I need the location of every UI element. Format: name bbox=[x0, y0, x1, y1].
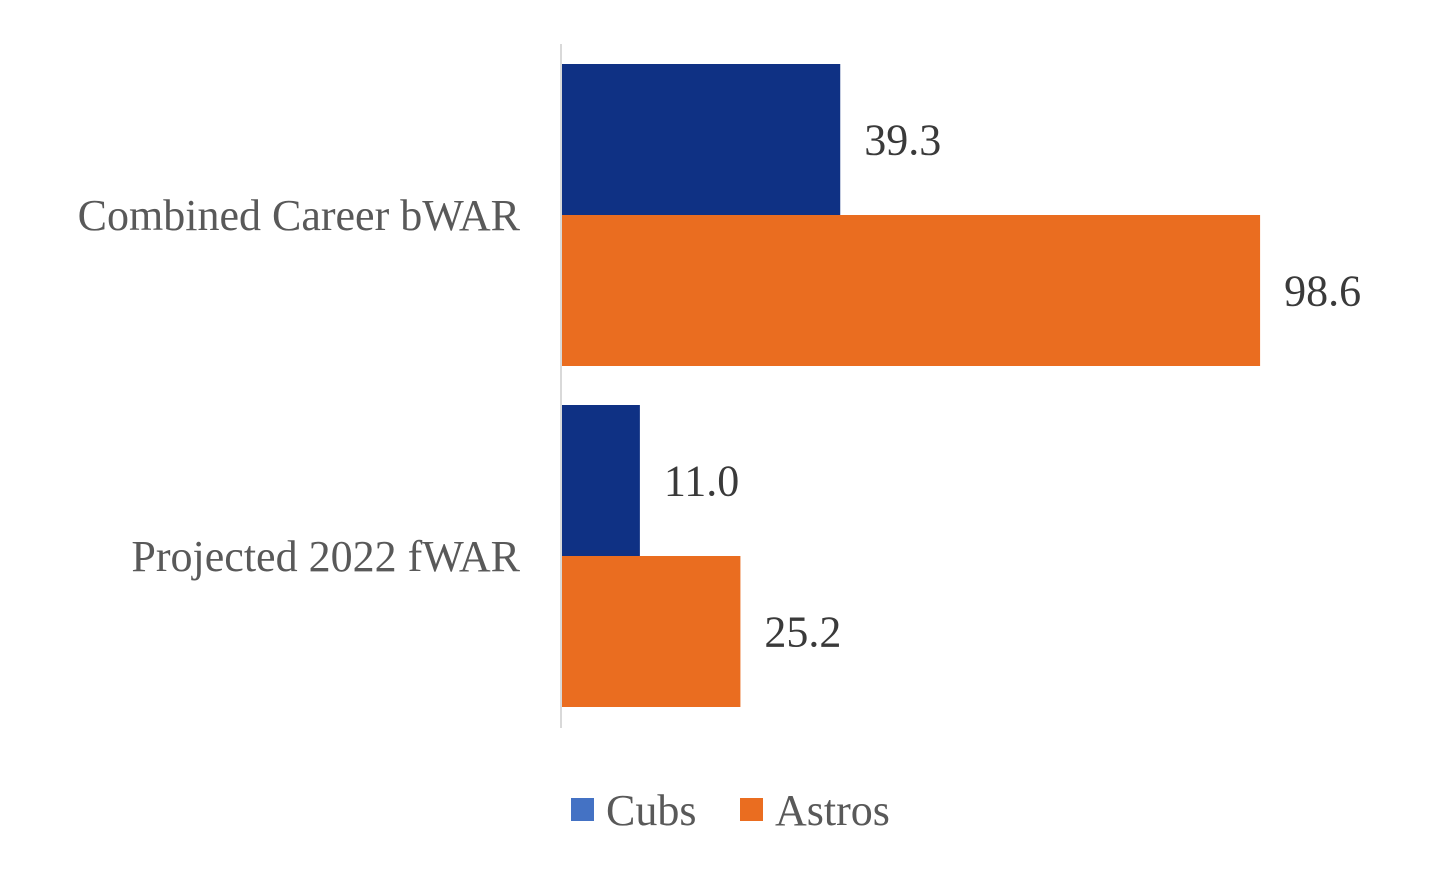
legend: Cubs Astros bbox=[571, 786, 890, 835]
labels-group: Combined Career bWAR 39.3 98.6 Projected 20… bbox=[78, 116, 1361, 657]
bar-astros-combined-career-bwar bbox=[562, 215, 1261, 366]
category-label-projected-2022-fwar: Projected 2022 fWAR bbox=[131, 532, 520, 581]
legend-label-astros: Astros bbox=[775, 786, 890, 835]
legend-swatch-cubs bbox=[571, 798, 594, 821]
bar-astros-projected-2022-fwar bbox=[562, 556, 741, 707]
data-label-cubs-combined-career-bwar: 39.3 bbox=[864, 116, 941, 165]
bar-cubs-projected-2022-fwar bbox=[562, 405, 640, 556]
data-label-cubs-projected-2022-fwar: 11.0 bbox=[664, 457, 739, 506]
data-label-astros-combined-career-bwar: 98.6 bbox=[1284, 267, 1361, 316]
legend-swatch-astros bbox=[740, 798, 763, 821]
bars-group bbox=[562, 64, 1261, 707]
data-label-astros-projected-2022-fwar: 25.2 bbox=[764, 608, 841, 657]
bar-cubs-combined-career-bwar bbox=[562, 64, 841, 215]
legend-label-cubs: Cubs bbox=[606, 786, 696, 835]
category-label-combined-career-bwar: Combined Career bWAR bbox=[78, 191, 521, 240]
